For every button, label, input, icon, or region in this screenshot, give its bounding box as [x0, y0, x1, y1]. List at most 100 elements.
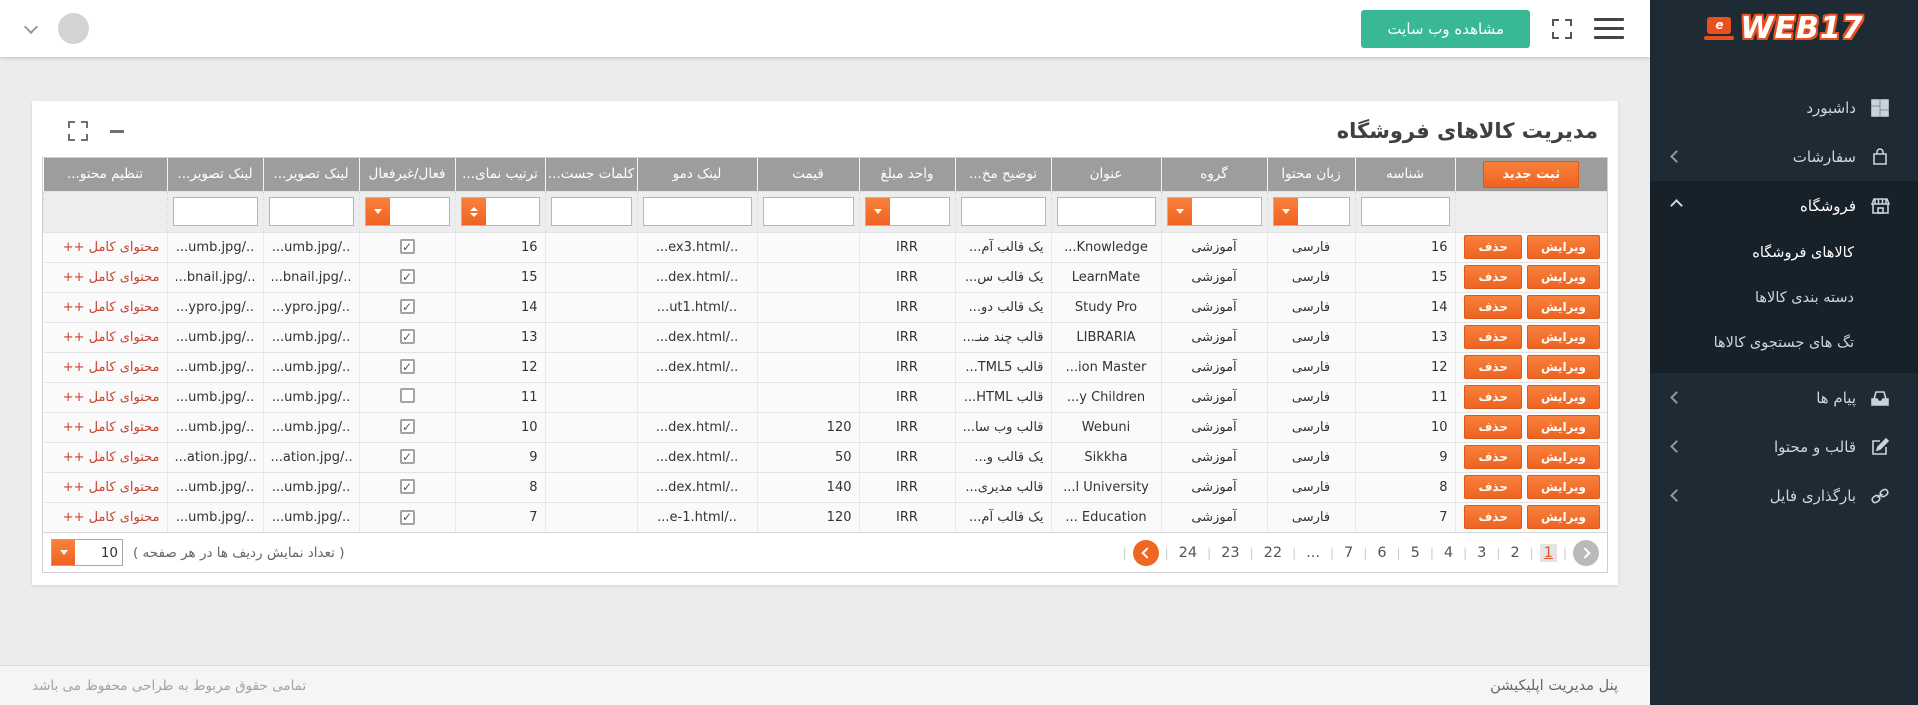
sidebar-item-messages[interactable]: پیام ها	[1650, 373, 1918, 422]
delete-button[interactable]: حذف	[1464, 265, 1522, 289]
edit-button[interactable]: ویرایش	[1526, 445, 1600, 469]
pagination-page[interactable]: 5	[1410, 544, 1420, 561]
filter-input-demo[interactable]	[643, 198, 751, 225]
chevron-down-icon[interactable]	[23, 19, 39, 34]
filter-cell-id[interactable]	[1354, 190, 1455, 232]
filter-cell-desc[interactable]	[954, 190, 1051, 232]
sidebar-item-template-content[interactable]: قالب و محتوا	[1650, 422, 1918, 471]
sidebar-subitem-product-categories[interactable]: دسته بندی کالاها	[1754, 289, 1854, 306]
filter-input-img2[interactable]	[173, 198, 257, 225]
checkbox-checked-icon[interactable]: ✓	[399, 419, 415, 435]
checkbox-checked-icon[interactable]: ✓	[399, 359, 415, 375]
filter-cell-price[interactable]	[756, 190, 859, 232]
avatar[interactable]	[58, 13, 89, 44]
hamburger-menu-icon[interactable]	[1594, 18, 1624, 39]
filter-cell-title[interactable]	[1050, 190, 1161, 232]
filter-input-id[interactable]	[1361, 198, 1449, 225]
checkbox-unchecked-icon[interactable]	[399, 387, 415, 403]
full-content-link[interactable]: محتوای کامل ++	[62, 449, 160, 465]
full-content-link[interactable]: محتوای کامل ++	[62, 359, 160, 375]
delete-button[interactable]: حذف	[1464, 235, 1522, 259]
checkbox-checked-icon[interactable]: ✓	[399, 329, 415, 345]
edit-button[interactable]: ویرایش	[1526, 235, 1600, 259]
filter-select-caret-icon[interactable]	[865, 198, 890, 225]
checkbox-checked-icon[interactable]: ✓	[399, 269, 415, 285]
delete-button[interactable]: حذف	[1464, 505, 1522, 530]
pagination-next-button[interactable]	[1573, 539, 1599, 566]
fullscreen-icon[interactable]	[1552, 18, 1572, 39]
edit-button[interactable]: ویرایش	[1526, 325, 1600, 349]
sidebar-item-file-upload[interactable]: بارگذاری فایل	[1650, 471, 1918, 520]
filter-select-unit[interactable]	[889, 198, 949, 225]
filter-select-lang[interactable]	[1297, 198, 1349, 225]
full-content-link[interactable]: محتوای کامل ++	[62, 329, 160, 345]
delete-button[interactable]: حذف	[1464, 385, 1522, 409]
filter-input-img1[interactable]	[269, 198, 353, 225]
filter-select-active[interactable]	[389, 198, 449, 225]
full-content-link[interactable]: محتوای کامل ++	[62, 389, 160, 405]
checkbox-checked-icon[interactable]: ✓	[399, 299, 415, 315]
delete-button[interactable]: حذف	[1464, 415, 1522, 439]
filter-input-desc[interactable]	[961, 198, 1045, 225]
checkbox-checked-icon[interactable]: ✓	[399, 509, 415, 525]
filter-cell-unit[interactable]	[858, 190, 955, 232]
filter-cell-lang[interactable]	[1266, 190, 1355, 232]
pagination-page[interactable]: 2	[1510, 544, 1520, 561]
pagination-page[interactable]: 3	[1477, 544, 1487, 561]
pagination-page[interactable]: 6	[1377, 544, 1387, 561]
checkbox-checked-icon[interactable]: ✓	[399, 239, 415, 255]
delete-button[interactable]: حذف	[1464, 325, 1522, 349]
filter-select-group[interactable]	[1191, 198, 1261, 225]
filter-cell-keywords[interactable]	[544, 190, 637, 232]
pagination-page[interactable]: 4	[1443, 544, 1454, 561]
sidebar-subitem-product-search-tags[interactable]: تگ های جستجوی کالاها	[1713, 334, 1854, 351]
filter-cell-group[interactable]	[1160, 190, 1267, 232]
filter-cell-img2[interactable]	[166, 190, 263, 232]
edit-button[interactable]: ویرایش	[1526, 355, 1600, 379]
new-record-button[interactable]: ثبت جدید	[1483, 160, 1580, 188]
pagination-page[interactable]: 7	[1344, 544, 1354, 561]
full-content-link[interactable]: محتوای کامل ++	[62, 419, 160, 435]
edit-button[interactable]: ویرایش	[1526, 385, 1600, 409]
edit-button[interactable]: ویرایش	[1526, 475, 1600, 499]
filter-input-price[interactable]	[763, 198, 853, 225]
filter-input-keywords[interactable]	[551, 198, 631, 225]
pagination-prev-button[interactable]	[1132, 539, 1159, 566]
full-content-link[interactable]: محتوای کامل ++	[62, 509, 160, 525]
filter-cell-active[interactable]	[358, 190, 455, 232]
chevron-down-icon[interactable]	[52, 540, 75, 565]
edit-button[interactable]: ویرایش	[1526, 265, 1600, 289]
edit-button[interactable]: ویرایش	[1526, 415, 1600, 439]
filter-select-caret-icon[interactable]	[1167, 198, 1192, 225]
rows-per-page-select[interactable]: 10	[51, 539, 123, 566]
edit-button[interactable]: ویرایش	[1526, 505, 1600, 530]
sidebar-item-orders[interactable]: سفارشات	[1650, 132, 1918, 181]
checkbox-checked-icon[interactable]: ✓	[399, 449, 415, 465]
sidebar-item-dashboard[interactable]: داشبورد	[1650, 83, 1918, 132]
delete-button[interactable]: حذف	[1464, 475, 1522, 499]
full-content-link[interactable]: محتوای کامل ++	[62, 239, 160, 255]
filter-input-order[interactable]	[485, 198, 539, 225]
full-content-link[interactable]: محتوای کامل ++	[62, 299, 160, 315]
sidebar-item-store[interactable]: فروشگاه	[1650, 181, 1918, 230]
filter-input-title[interactable]	[1057, 198, 1155, 225]
filter-select-caret-icon[interactable]	[365, 198, 390, 225]
filter-cell-demo[interactable]	[636, 190, 757, 232]
checkbox-checked-icon[interactable]: ✓	[399, 479, 415, 495]
sidebar-subitem-store-products[interactable]: کالاهای فروشگاه	[1752, 244, 1854, 261]
delete-button[interactable]: حذف	[1464, 445, 1522, 469]
filter-cell-order[interactable]	[454, 190, 545, 232]
delete-button[interactable]: حذف	[1464, 295, 1522, 319]
card-minimize-icon[interactable]	[110, 129, 124, 133]
full-content-link[interactable]: محتوای کامل ++	[62, 269, 160, 285]
filter-sort-icon[interactable]	[461, 198, 486, 225]
pagination-page[interactable]: 24	[1178, 544, 1198, 561]
pagination-page[interactable]: 23	[1221, 544, 1240, 561]
view-website-button[interactable]: مشاهده وب سایت	[1361, 9, 1530, 48]
filter-select-caret-icon[interactable]	[1273, 198, 1298, 225]
filter-cell-img1[interactable]	[262, 190, 359, 232]
card-fullscreen-icon[interactable]	[68, 121, 88, 141]
pagination-page[interactable]: 22	[1263, 544, 1283, 561]
delete-button[interactable]: حذف	[1464, 355, 1522, 379]
edit-button[interactable]: ویرایش	[1526, 295, 1600, 319]
